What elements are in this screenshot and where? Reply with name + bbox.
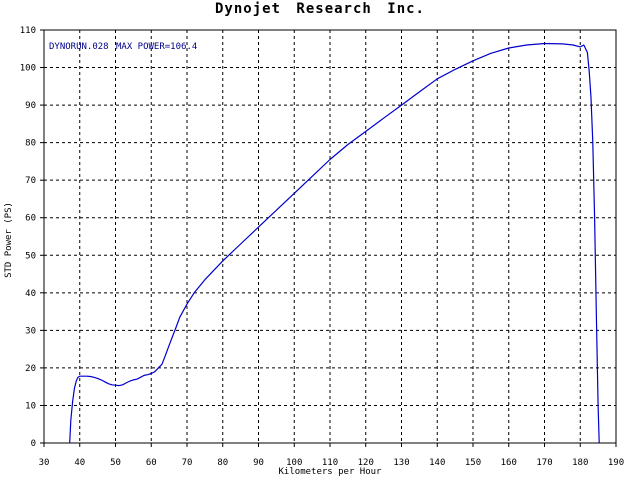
chart-title: Dynojet Research Inc. [214, 1, 425, 17]
y-tick-label: 60 [25, 214, 36, 224]
x-tick-label: 60 [146, 458, 157, 468]
series-layer [69, 42, 600, 444]
power-curve-line [69, 42, 600, 444]
x-tick-label: 180 [572, 458, 588, 468]
x-tick-label: 70 [182, 458, 193, 468]
x-axis-label: Kilometers per Hour [279, 467, 383, 477]
max-power-annotation: MAX POWER=106.4 [116, 42, 197, 52]
y-tick-label: 100 [20, 64, 36, 74]
x-tick-label: 160 [501, 458, 517, 468]
y-tick-label: 80 [25, 139, 36, 149]
y-tick-label: 40 [25, 289, 36, 299]
y-tick-label: 20 [25, 364, 36, 374]
x-tick-label: 100 [286, 458, 302, 468]
y-tick-label: 110 [20, 26, 36, 36]
x-tick-label: 110 [322, 458, 338, 468]
y-tick-label: 50 [25, 251, 36, 261]
x-tick-label: 170 [536, 458, 552, 468]
x-tick-label: 30 [39, 458, 50, 468]
tick-labels: 30 40 50 60 70 80 90 100 110 120 130 140 150 160 170 18… [20, 26, 624, 468]
x-tick-label: 190 [608, 458, 624, 468]
x-tick-label: 150 [465, 458, 481, 468]
run-annotation: DYNORUN.028 [49, 42, 109, 52]
grid [44, 30, 616, 443]
x-tick-label: 140 [429, 458, 445, 468]
x-tick-label: 80 [217, 458, 228, 468]
x-tick-label: 120 [358, 458, 374, 468]
x-tick-label: 130 [393, 458, 409, 468]
y-tick-label: 0 [31, 439, 36, 449]
y-tick-label: 10 [25, 401, 36, 411]
y-axis-label: STD Power (PS) [4, 202, 14, 278]
x-tick-label: 50 [110, 458, 121, 468]
x-tick-label: 40 [74, 458, 85, 468]
y-tick-label: 70 [25, 176, 36, 186]
y-tick-label: 30 [25, 326, 36, 336]
x-tick-label: 90 [253, 458, 264, 468]
y-tick-label: 90 [25, 101, 36, 111]
